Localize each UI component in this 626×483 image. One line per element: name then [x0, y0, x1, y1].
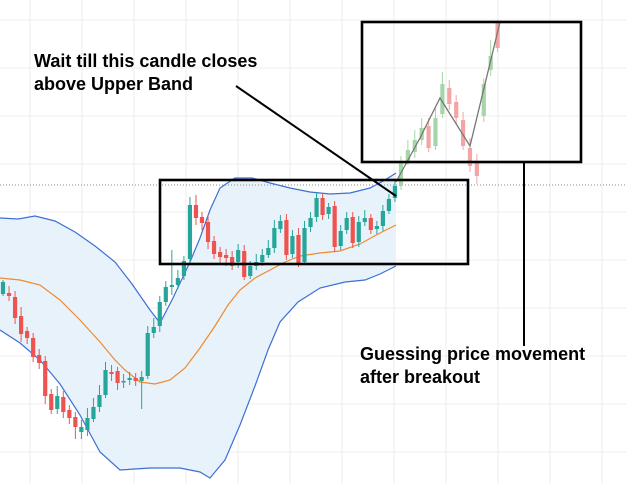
- annotation-wait-line-2: above Upper Band: [34, 74, 194, 94]
- candle: [37, 355, 42, 363]
- candle: [248, 266, 253, 276]
- pointer-arrow-line: [235, 85, 397, 197]
- candle: [25, 331, 30, 338]
- candle: [97, 395, 102, 407]
- candle: [55, 396, 60, 409]
- candle: [193, 205, 199, 218]
- candle: [85, 418, 90, 430]
- annotation-wait-for-close: Wait till this candle closes above Upper…: [34, 50, 257, 96]
- candle: [326, 207, 331, 214]
- candle: [157, 302, 162, 326]
- candle: [61, 397, 66, 412]
- guess-candle: [433, 118, 438, 146]
- candle: [67, 410, 72, 418]
- guess-candle: [467, 148, 473, 166]
- candle: [49, 394, 54, 410]
- candle: [362, 218, 367, 222]
- candle: [31, 338, 36, 357]
- candle: [224, 255, 229, 258]
- candle: [332, 206, 337, 247]
- guess-candle: [405, 150, 410, 162]
- candle: [284, 220, 289, 255]
- annotation-guessing-movement: Guessing price movement after breakout: [360, 343, 585, 389]
- candle: [175, 278, 180, 285]
- candle: [109, 372, 114, 374]
- candle: [121, 381, 126, 383]
- candle: [278, 221, 283, 229]
- candle: [338, 231, 343, 246]
- annotation-wait-line-1: Wait till this candle closes: [34, 51, 258, 71]
- guess-candle: [474, 162, 479, 176]
- candle: [320, 198, 325, 215]
- candle: [187, 205, 193, 259]
- candle: [356, 222, 361, 242]
- candle: [368, 218, 373, 230]
- candle: [199, 217, 205, 223]
- candle: [260, 255, 265, 262]
- breakout-guess-box: [360, 20, 583, 164]
- candle: [91, 407, 96, 419]
- candle: [230, 257, 235, 266]
- candle: [133, 378, 138, 381]
- candle: [272, 228, 277, 248]
- candle: [79, 427, 84, 432]
- candle: [169, 285, 174, 287]
- candle: [163, 287, 168, 302]
- guess-candle: [481, 84, 486, 116]
- candle: [211, 241, 217, 254]
- guess-path-line: [395, 21, 501, 183]
- middle-band-line: [0, 224, 397, 385]
- candle: [350, 217, 355, 243]
- upper-band-line: [0, 172, 397, 325]
- candle: [127, 378, 132, 380]
- candle: [145, 333, 150, 376]
- consolidation-box: [158, 178, 470, 266]
- candle: [73, 417, 78, 427]
- guess-candle: [440, 84, 445, 114]
- candle: [12, 297, 18, 318]
- candle: [139, 377, 144, 381]
- candle: [103, 370, 108, 395]
- candle: [386, 199, 392, 211]
- annotation-guess-line-1: Guessing price movement: [360, 344, 586, 364]
- candle: [0, 282, 6, 294]
- guess-candle: [495, 22, 500, 48]
- candle: [374, 226, 379, 229]
- candle: [181, 261, 186, 276]
- guess-candle: [412, 140, 417, 152]
- candle: [236, 250, 241, 262]
- candle: [266, 248, 271, 255]
- candle: [314, 198, 319, 217]
- candle: [115, 371, 120, 383]
- candle: [43, 361, 48, 396]
- candle: [296, 235, 301, 263]
- candle: [344, 218, 349, 230]
- candle: [308, 218, 313, 227]
- candle: [380, 211, 385, 226]
- candle: [302, 228, 307, 262]
- candle: [18, 316, 24, 334]
- guess-candle: [460, 120, 466, 146]
- candle: [151, 327, 156, 333]
- guess-candle: [426, 126, 431, 148]
- candle: [6, 293, 12, 296]
- candle: [205, 222, 211, 242]
- annotation-guess-line-2: after breakout: [360, 367, 481, 387]
- guess-candle: [454, 102, 459, 118]
- candle: [217, 252, 223, 257]
- candle: [290, 236, 295, 254]
- lower-band-line: [0, 265, 397, 479]
- candle: [392, 186, 398, 198]
- guess-candle: [447, 88, 452, 104]
